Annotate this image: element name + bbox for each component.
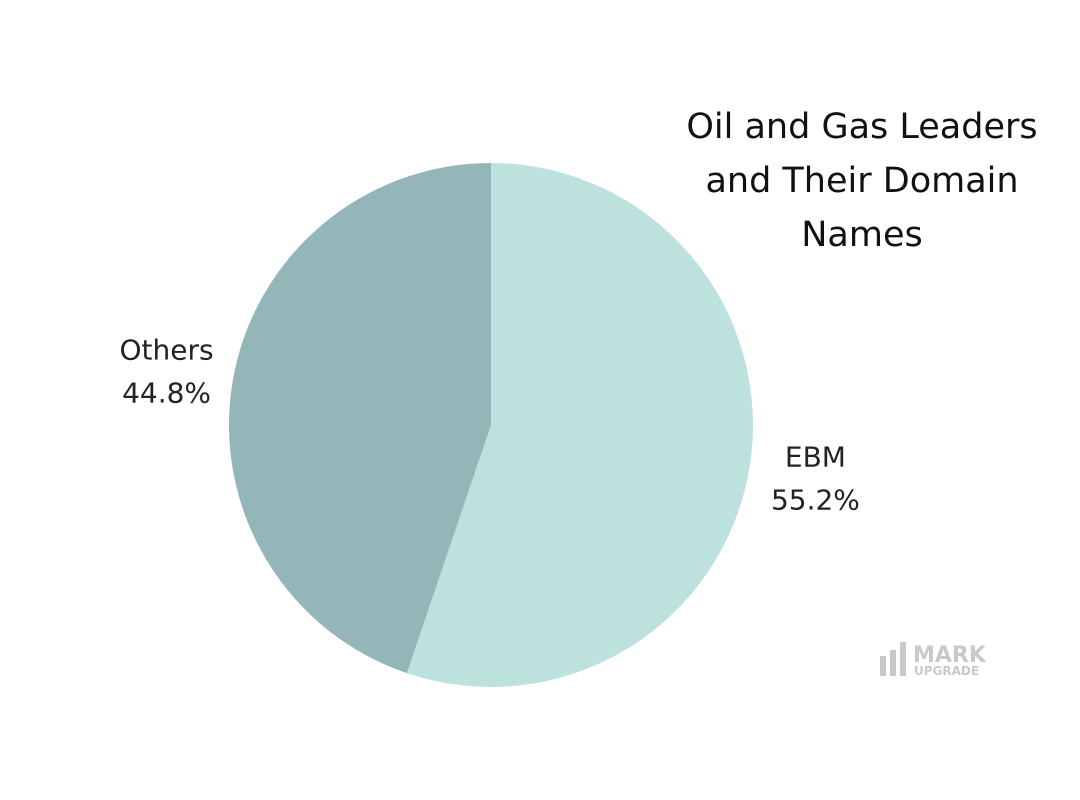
logo-bar <box>890 650 896 676</box>
slice-label: Others <box>120 334 214 367</box>
logo-text: MARK <box>913 643 987 668</box>
pie-slice <box>406 163 753 688</box>
logo-bar <box>880 656 886 676</box>
slice-value-label: 44.8% <box>122 377 211 410</box>
slice-label: EBM <box>785 440 846 473</box>
logo-icon <box>880 642 906 676</box>
logo-text: UPGRADE <box>914 664 979 678</box>
chart-title: Oil and Gas Leaders and Their Domain Nam… <box>686 107 1038 255</box>
logo-bar <box>900 642 906 676</box>
slice-value-label: 55.2% <box>771 483 860 516</box>
pie-slice <box>228 163 491 674</box>
